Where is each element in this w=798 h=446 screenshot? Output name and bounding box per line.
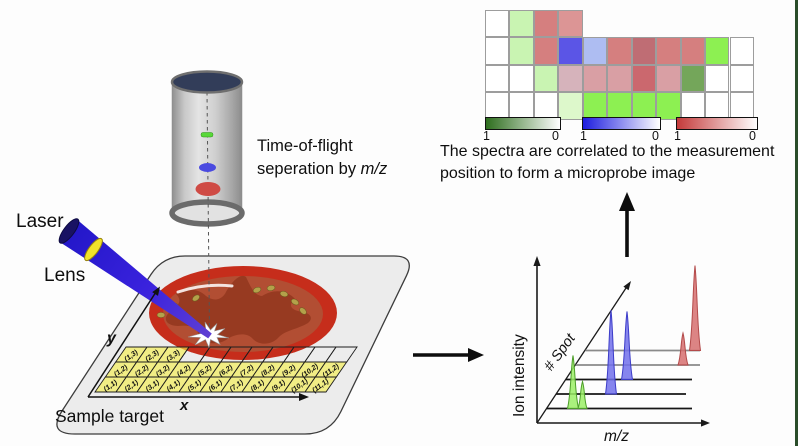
ion-green — [200, 132, 214, 138]
plate-axes — [87, 286, 309, 401]
blue-spectrum-peak — [604, 309, 618, 395]
heatmap-cell — [509, 10, 534, 38]
microprobe-image-heatmap — [485, 10, 754, 120]
heatmap-cell — [558, 92, 583, 120]
heatmap-cell — [533, 37, 559, 65]
spectra-spot-axis — [536, 284, 629, 424]
heatmap-cell — [509, 92, 534, 120]
heatmap-cell — [485, 64, 510, 93]
green-spectrum-peak — [566, 355, 580, 409]
heatmap-cell — [680, 37, 706, 65]
blue-spectrum-peak — [620, 311, 634, 380]
grid-cell — [324, 346, 358, 363]
heatmap-cell — [533, 10, 559, 38]
laser-label: Laser — [16, 211, 64, 232]
heatmap-cell — [509, 37, 534, 65]
heatmap-cell — [533, 92, 559, 120]
spectra-x-arrowhead — [701, 419, 710, 427]
heatmap-cell — [607, 64, 632, 93]
laser-assembly — [58, 218, 212, 339]
green-scale-min: 0 — [552, 129, 559, 143]
ion-intensity-label: Ion intensity — [511, 334, 528, 417]
arrow-up-head — [619, 192, 635, 211]
heatmap-cell — [485, 10, 510, 38]
heatmap-cell — [582, 37, 608, 65]
heatmap-cell — [485, 92, 510, 120]
heatmap-cell — [533, 64, 559, 93]
plate-y-arrowhead — [152, 286, 160, 296]
heatmap-cell — [705, 37, 730, 65]
heatmap-cell — [705, 64, 730, 93]
red-scale-max: 1 — [674, 129, 681, 143]
tof-tube — [169, 70, 245, 332]
heatmap-cell — [729, 37, 754, 65]
figure-right-border — [795, 0, 798, 446]
spectra-plot: Ion intensity # Spot m/z — [511, 256, 710, 445]
laser-aperture — [58, 218, 80, 244]
heatmap-cell — [729, 92, 754, 120]
red-spectrum-peak — [688, 265, 702, 351]
heatmap-cell — [656, 92, 681, 120]
tube-bottom-opening — [169, 199, 245, 227]
flight-path-dashed-line — [206, 91, 210, 332]
ion-blue — [199, 163, 216, 172]
heatmap-cell — [705, 92, 730, 120]
plate-x-arrowhead — [299, 393, 309, 401]
heatmap-cell — [558, 10, 583, 38]
spectra-spot-arrowhead — [623, 281, 631, 291]
heatmap-cell — [631, 37, 657, 65]
blue-scale-max: 1 — [580, 129, 587, 143]
plate-y-label: y — [106, 330, 117, 347]
mz-axis-label: m/z — [604, 428, 629, 445]
blue-scalebar — [582, 117, 661, 130]
sample-grid: (1,1) (2,1) (3,1) (4,1) (5,1) (6,1) (7,1) (8,1)… — [94, 346, 358, 395]
red-spectrum-peak — [677, 331, 689, 366]
blue-scale-min: 0 — [652, 129, 659, 143]
red-scalebar — [676, 117, 758, 130]
lens-element — [84, 237, 103, 262]
heatmap-cell — [558, 37, 583, 65]
heatmap-cell — [631, 64, 657, 93]
workflow-arrows — [413, 192, 635, 362]
ion-red — [195, 182, 221, 196]
green-spectrum-peak — [577, 379, 588, 409]
green-scale-max: 1 — [483, 129, 490, 143]
heatmap-cell — [607, 37, 632, 65]
caption-line-1: The spectra are correlated to the measur… — [440, 143, 775, 160]
heatmap-cell — [607, 92, 632, 120]
plate-y-axis — [87, 291, 157, 398]
plate-x-label: x — [179, 397, 189, 414]
lens-label: Lens — [44, 265, 86, 286]
tomato-highlight — [176, 283, 234, 294]
arrow-right-head — [468, 348, 484, 362]
heatmap-cell — [680, 64, 706, 93]
heatmap-cell — [680, 92, 706, 120]
tof-line2: seperation by m/z — [257, 160, 388, 178]
heatmap-cell — [485, 37, 510, 65]
caption-text: The spectra are correlated to the measur… — [440, 141, 774, 184]
sample-target-label: Sample target — [55, 406, 164, 426]
spectra-y-arrowhead — [533, 256, 541, 266]
heatmap-cell — [729, 64, 754, 93]
tof-separation-label: Time-of-flight seperation by m/z — [257, 135, 387, 181]
heatmap-cell — [656, 37, 681, 65]
green-scalebar — [485, 117, 561, 130]
red-scale-min: 0 — [749, 129, 756, 143]
tof-line1: Time-of-flight — [257, 137, 353, 155]
heatmap-cell — [582, 92, 608, 120]
heatmap-cell — [582, 64, 608, 93]
tube-top-cap — [170, 70, 244, 94]
heatmap-cell — [509, 64, 534, 93]
tof-mz: m/z — [360, 160, 388, 178]
heatmap-cell — [558, 64, 583, 93]
heatmap-cell — [656, 64, 681, 93]
spectra-peaks — [566, 265, 702, 409]
caption-line-2: position to form a microprobe image — [440, 164, 696, 182]
heatmap-cell — [631, 92, 657, 120]
